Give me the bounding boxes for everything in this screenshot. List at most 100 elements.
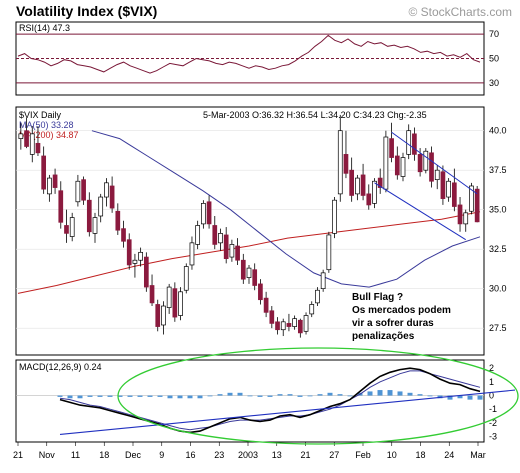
candle-body [24, 130, 29, 147]
candle-body [161, 305, 166, 326]
candle-body [332, 199, 337, 234]
candlestick [229, 239, 235, 262]
ma50-label: MA(50) 33.28 [19, 120, 74, 130]
histogram-bar [57, 395, 63, 397]
histogram-bar [237, 392, 243, 396]
macd-signal-group [59, 370, 481, 431]
candle-body [258, 283, 263, 301]
candle-body [320, 272, 326, 290]
candlestick [286, 313, 292, 332]
ma200-line [17, 211, 481, 294]
candlestick [115, 203, 121, 235]
x-axis: 21 Nov 11 18 Dec 9 16 23 2003 13 21 27 Feb 10 18 24 Mar [13, 442, 486, 460]
candlestick [212, 215, 218, 250]
candle-body [377, 177, 383, 188]
histogram-bar [147, 395, 153, 397]
candlestick [315, 287, 320, 307]
x-tick-label: 13 [272, 450, 282, 460]
candle-body [235, 245, 240, 261]
histogram-bar [157, 395, 163, 397]
candlestick [206, 195, 212, 229]
candle-body [434, 169, 440, 181]
histogram-bar [247, 395, 253, 397]
candlestick [269, 306, 275, 329]
rsi-tick-50: 50 [489, 54, 499, 64]
candle-body [138, 251, 143, 261]
candle-body [457, 204, 463, 225]
candle-body [98, 196, 104, 217]
histogram-bar [317, 394, 323, 396]
candle-body [451, 182, 457, 207]
histogram-bar [87, 395, 93, 397]
candlestick [69, 212, 75, 242]
histogram-bar [167, 395, 173, 399]
macd-trendline-group [59, 389, 516, 436]
candlestick [155, 299, 161, 332]
macd-panel: MACD(12,26,9) 0.24 2 1 0 -1 -2 -3 [15, 359, 516, 443]
flag-channel-group [374, 131, 478, 241]
candles-group [18, 114, 480, 338]
price-date-info: 5-Mar-2003 O:36.32 H:36.54 L:34.20 C:34.… [203, 110, 427, 120]
candlestick [446, 178, 451, 202]
candle-body [121, 228, 126, 242]
x-tick-label: 21 [300, 450, 310, 460]
ma200-label: MA(200) 34.87 [19, 130, 79, 140]
bull-flag-annotation: Bull Flag ? Os mercados podem vir a sofr… [352, 292, 451, 342]
histogram-bar [347, 395, 353, 397]
candle-body [18, 133, 24, 139]
price-tick-label: 37.5 [489, 165, 507, 175]
candlestick [149, 274, 155, 307]
candle-body [309, 304, 315, 315]
candlestick [423, 148, 429, 174]
candlestick [240, 253, 246, 284]
candlestick [457, 197, 463, 232]
histogram-bar [187, 395, 193, 399]
candle-body [104, 182, 109, 198]
candlestick [332, 197, 337, 239]
x-tick-label: 24 [444, 450, 454, 460]
macd-line-group [59, 367, 481, 434]
histogram-bar [97, 395, 103, 397]
candlestick [383, 130, 389, 193]
candle-body [29, 133, 35, 155]
candlestick [309, 301, 315, 318]
candle-body [218, 233, 223, 244]
candle-body [263, 297, 269, 313]
candlestick [349, 157, 355, 202]
candlestick [24, 118, 29, 149]
watermark-stockcharts: © StockCharts.com [408, 5, 512, 19]
annotation-line-2: Os mercados podem [352, 305, 451, 316]
price-header: $VIX Daily [19, 110, 62, 120]
price-panel: 27.5 30.0 32.5 35.0 37.5 40.0 $VIX Daily 5-Ma… [15, 106, 507, 356]
candle-body [155, 304, 161, 327]
histogram-bar [417, 394, 423, 396]
candle-body [41, 155, 47, 190]
candle-body [126, 239, 132, 266]
candlestick [183, 263, 189, 294]
candlestick [195, 220, 201, 250]
candlestick [29, 125, 35, 163]
candlestick [104, 178, 109, 207]
x-tick-label: 16 [185, 450, 195, 460]
histogram-bar [227, 392, 233, 396]
macd-frame [15, 359, 485, 443]
rsi-tick-70: 70 [489, 29, 499, 39]
candle-body [429, 152, 434, 182]
candlestick [218, 228, 223, 251]
candlestick [434, 165, 440, 190]
candle-body [446, 180, 451, 198]
candlestick [400, 152, 406, 182]
candle-body [269, 310, 275, 324]
candle-body [372, 180, 377, 204]
candle-body [337, 130, 343, 195]
candle-body [343, 154, 349, 174]
candle-body [240, 259, 246, 280]
annotation-ellipse [117, 347, 519, 445]
x-tick-label: 18 [415, 450, 425, 460]
candle-body [383, 136, 389, 190]
candle-body [212, 225, 218, 245]
rsi-label: RSI(14) 47.3 [19, 23, 70, 33]
macd-tick-label: -1 [489, 404, 497, 414]
candle-body [360, 174, 366, 196]
